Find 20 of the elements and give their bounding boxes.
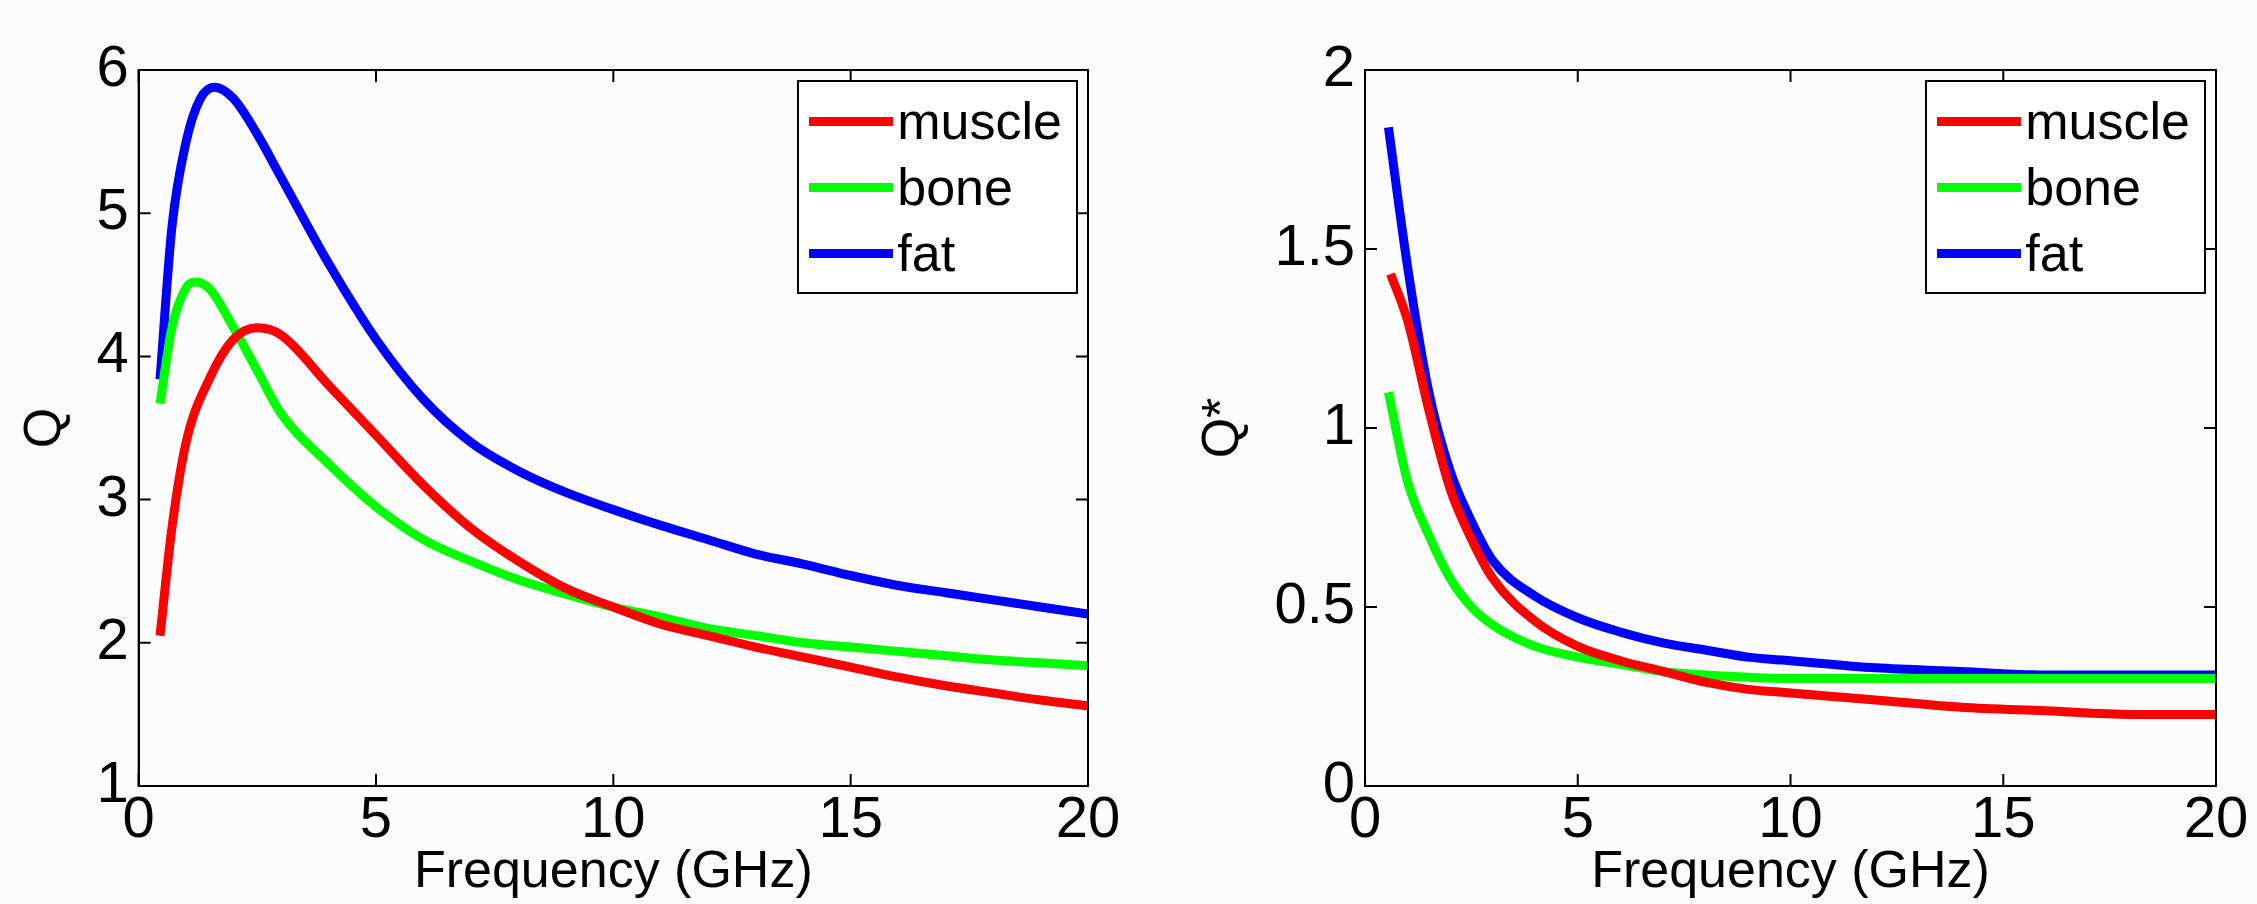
y-tick-label: 2 bbox=[96, 605, 129, 671]
legend-label: fat bbox=[897, 223, 956, 284]
legend-label: bone bbox=[2025, 157, 2141, 218]
y-tick-label: 1 bbox=[1322, 391, 1356, 456]
y-tick-label: 1.5 bbox=[1274, 212, 1356, 277]
x-tick-label: 5 bbox=[1561, 783, 1594, 849]
y-axis-title: Q bbox=[12, 407, 71, 449]
y-tick-label: 3 bbox=[96, 462, 129, 528]
y-tick-label: 0.5 bbox=[1274, 570, 1356, 635]
y-tick-label: 6 bbox=[96, 33, 129, 98]
legend-label: muscle bbox=[897, 91, 1062, 152]
legend-label: muscle bbox=[2025, 91, 2190, 152]
y-tick-label: 2 bbox=[1322, 33, 1356, 98]
legend-label: bone bbox=[897, 157, 1013, 218]
x-tick-label: 5 bbox=[359, 783, 393, 849]
x-tick-label: 15 bbox=[818, 783, 883, 849]
legend-label: fat bbox=[2025, 223, 2084, 284]
y-tick-label: 4 bbox=[96, 319, 129, 385]
y-axis-title: Q* bbox=[1190, 397, 1249, 459]
y-tick-label: 5 bbox=[96, 176, 129, 242]
